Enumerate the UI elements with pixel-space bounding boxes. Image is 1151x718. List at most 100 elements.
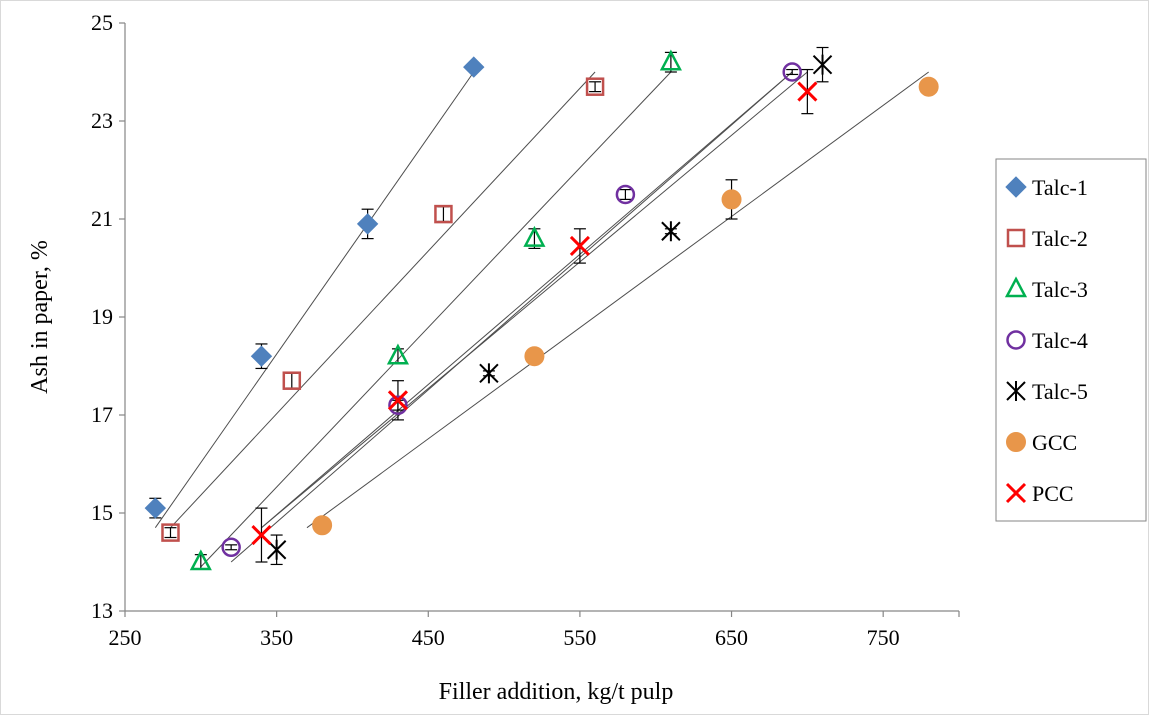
errorbar-talc-2 [164,527,177,539]
data-point-talc-2 [282,371,302,390]
data-point-talc-2 [434,204,453,224]
errorbar-talc-2 [589,81,602,93]
data-point-pcc [387,390,409,411]
diamond-marker-shape [356,213,379,235]
y-tick-label: 15 [91,500,113,525]
x-marker-stroke [387,390,409,411]
errorbar-talc-4 [619,189,632,200]
data-point-talc-4 [388,395,408,415]
x-tick-label: 250 [109,625,142,650]
data-point-talc-3 [386,343,410,365]
axes-layer [119,22,960,617]
trendline-talc-1 [154,71,475,528]
x-tick-label: 750 [867,625,900,650]
y-tick-label: 17 [91,402,113,427]
trendline-gcc [306,71,929,529]
errorbar-talc-2 [285,372,298,389]
legend-marker [1006,381,1026,401]
legend-item-talc-1: Talc-1 [1005,175,1088,200]
triangle-marker-shape [386,343,410,365]
y-tick-label: 13 [91,598,113,623]
data-point-talc-5 [812,54,833,75]
y-tick-label: 19 [91,304,113,329]
diamond-marker-shape [144,497,167,519]
legend-item-talc-3: Talc-3 [1004,276,1088,302]
legend-marker [1006,432,1026,452]
x-tick-label: 350 [260,625,293,650]
square-marker-shape [161,523,180,542]
x-marker-stroke [251,524,272,546]
legend-label: Talc-2 [1032,226,1088,251]
legend-label: Talc-5 [1032,379,1088,404]
data-point-talc-3 [659,49,682,71]
legend-item-pcc: PCC [1005,481,1074,506]
x-marker-stroke [569,235,590,257]
legend-item-talc-2: Talc-2 [1006,226,1088,251]
triangle-marker-shape [1004,276,1028,298]
legend-label: Talc-3 [1032,277,1088,302]
errorbar-talc-2 [437,206,450,223]
x-tick-label: 550 [563,625,596,650]
errorbar-layer [149,46,829,570]
circle-marker-shape [312,515,333,536]
legend-label: PCC [1032,481,1074,506]
legend-marker [1006,330,1026,350]
data-point-talc-4 [221,537,241,558]
circle-marker-shape [782,62,802,82]
diamond-marker-shape [1005,176,1027,198]
trendline-talc-2 [170,71,596,529]
y-tick-label: 21 [91,206,113,231]
y-tick-label: 23 [91,108,113,133]
data-point-talc-3 [189,549,212,571]
legend-box [995,158,1147,522]
x-tick-label: 650 [715,625,748,650]
triangle-marker-shape [523,225,546,247]
x-marker-stroke [1005,482,1027,504]
circle-marker-shape [221,537,241,558]
data-point-talc-1 [463,56,485,78]
legend-item-gcc: GCC [1006,430,1077,455]
data-point-talc-2 [161,523,180,542]
circle-marker-shape [918,76,939,97]
tick-label-layer: 13 15 17 19 21 23 25 250 350 450 550 650 750 [91,10,900,650]
triangle-marker-shape [659,49,682,71]
y-axis-title: Ash in paper, % [27,240,53,394]
data-point-talc-1 [144,497,167,519]
legend-label: Talc-4 [1032,328,1088,353]
data-point-talc-1 [356,213,379,235]
x-axis-title: Filler addition, kg/t pulp [439,679,674,705]
data-point-talc-2 [585,77,605,96]
data-point-talc-4 [615,184,636,205]
circle-marker-shape [721,189,742,210]
errorbar-talc-4 [786,68,799,76]
legend-marker [1004,276,1028,298]
legend-marker [1006,228,1026,248]
data-point-talc-5 [661,221,681,242]
circle-marker-shape [615,184,636,205]
trendline-talc-5 [261,71,808,529]
circle-marker-shape [524,346,545,367]
square-marker-shape [585,77,605,96]
data-point-gcc [524,346,545,367]
circle-marker-shape [388,395,408,415]
square-marker-shape [434,204,453,224]
trendline-pcc [261,71,793,529]
data-point-pcc [569,235,590,257]
triangle-marker-shape [189,549,212,571]
x-marker-stroke [797,81,818,102]
data-point-pcc [797,81,818,102]
data-point-pcc [251,524,272,546]
legend-marker [1005,482,1027,504]
diamond-marker-shape [250,345,273,367]
x-tick-label: 450 [412,625,445,650]
errorbar-talc-4 [225,544,238,551]
legend-item-talc-4: Talc-4 [1006,328,1088,353]
legend-marker [1005,176,1027,198]
square-marker-shape [282,371,302,390]
data-point-talc-4 [782,62,802,82]
trendline-layer [154,71,929,568]
data-point-talc-1 [250,345,273,367]
circle-marker-shape [1006,432,1026,452]
data-point-talc-3 [523,225,546,247]
